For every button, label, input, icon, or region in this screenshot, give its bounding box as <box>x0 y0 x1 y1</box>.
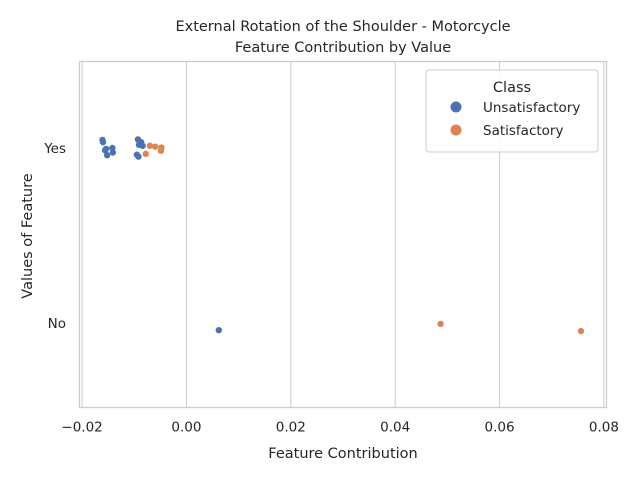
x-axis-ticks: −0.02 0.00 0.02 0.04 0.06 0.08 <box>61 420 619 436</box>
data-point-unsatisfactory <box>99 138 107 146</box>
data-point-satisfactory <box>146 142 154 149</box>
x-tick-label: 0.00 <box>171 420 201 436</box>
data-point-unsatisfactory <box>103 152 111 159</box>
data-point-unsatisfactory <box>139 142 146 149</box>
legend-title: Class <box>493 80 531 96</box>
x-tick-label: 0.06 <box>485 420 515 436</box>
data-point-unsatisfactory <box>135 153 142 160</box>
y-axis-label: Values of Feature <box>20 173 36 298</box>
y-tick-label: No <box>48 316 66 332</box>
legend: Class Unsatisfactory Satisfactory <box>425 69 599 153</box>
data-point-satisfactory <box>142 150 149 158</box>
legend-label-unsatisfactory: Unsatisfactory <box>483 100 580 116</box>
y-axis-ticks: Yes No <box>43 141 66 332</box>
chart-title-line1: External Rotation of the Shoulder - Moto… <box>175 19 510 35</box>
data-point-satisfactory <box>437 320 444 328</box>
x-tick-label: 0.04 <box>380 420 410 436</box>
data-point-unsatisfactory <box>109 149 117 156</box>
y-tick-label: Yes <box>43 141 66 157</box>
data-point-unsatisfactory <box>102 145 110 153</box>
data-point-satisfactory <box>151 143 159 150</box>
gridlines <box>81 61 605 408</box>
x-tick-label: −0.02 <box>61 420 102 436</box>
plot-area-frame <box>78 60 608 409</box>
legend-box <box>425 69 599 153</box>
x-tick-label: 0.02 <box>276 420 306 436</box>
legend-marker-unsatisfactory <box>450 101 462 113</box>
legend-marker-satisfactory <box>450 124 462 136</box>
data-points <box>99 136 585 335</box>
chart-title-line2: Feature Contribution by Value <box>235 40 451 56</box>
data-point-unsatisfactory <box>215 327 223 334</box>
data-point-satisfactory <box>577 327 585 335</box>
x-axis-label: Feature Contribution <box>268 446 417 462</box>
x-tick-label: 0.08 <box>589 420 619 436</box>
legend-label-satisfactory: Satisfactory <box>483 123 563 139</box>
data-point-satisfactory <box>157 147 165 154</box>
